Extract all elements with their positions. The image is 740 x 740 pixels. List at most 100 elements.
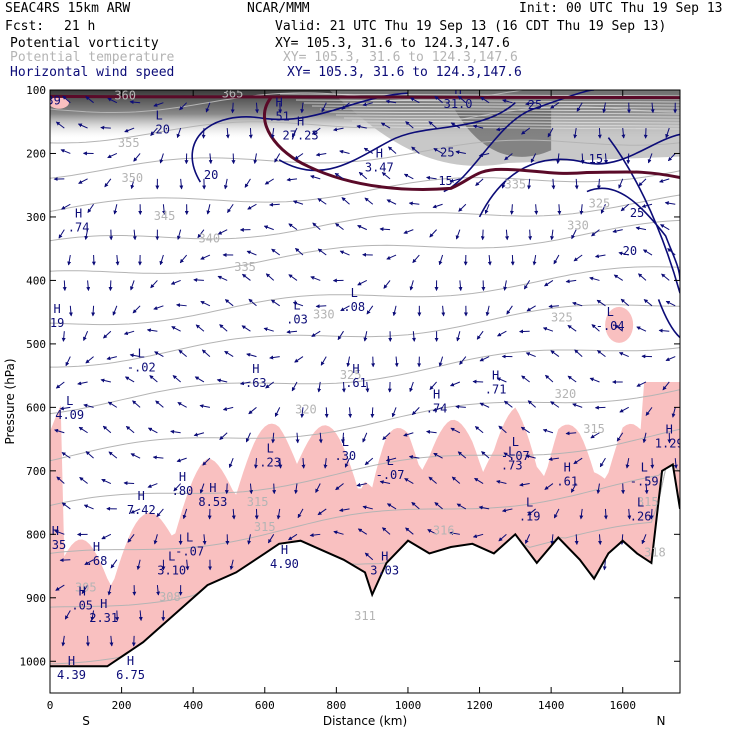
- wind-vector: [230, 102, 235, 114]
- wind-vector: [573, 128, 578, 139]
- wind-vector: [459, 356, 467, 365]
- pv-extremum-letter: H: [297, 115, 304, 129]
- theta-contour: [295, 99, 680, 103]
- wind-vector: [177, 402, 187, 408]
- pv-extremum-value: 3.47: [365, 160, 394, 174]
- theta-label: 325: [551, 311, 573, 325]
- wind-vector: [451, 476, 461, 484]
- wind-vector: [433, 148, 443, 154]
- theta-label: 315: [583, 422, 605, 436]
- wind-vector: [403, 432, 414, 437]
- wind-vector: [476, 330, 484, 340]
- wind-vector: [667, 153, 676, 162]
- wind-vector: [580, 153, 585, 165]
- wind-vector: [362, 505, 373, 510]
- wind-vector: [556, 153, 561, 165]
- theta-label: 325: [589, 196, 611, 210]
- wind-vector: [274, 407, 281, 417]
- wind-vector: [596, 483, 601, 495]
- wind-speed-contour: [607, 137, 680, 294]
- wind-vector: [247, 203, 257, 210]
- wind-vector: [227, 203, 234, 214]
- wind-vector: [523, 280, 531, 290]
- wind-vector: [357, 225, 367, 231]
- wind-vector: [286, 177, 298, 182]
- wind-vector: [295, 432, 300, 444]
- pv-extremum-value: -.07: [175, 544, 204, 558]
- pv-extremum-value: -.59: [630, 475, 659, 489]
- wind-vector: [219, 432, 228, 440]
- theta-label: 315: [254, 520, 276, 534]
- theta-label: 308: [159, 590, 181, 604]
- pv-extremum-letter: H: [79, 584, 86, 598]
- wind-vector: [153, 102, 164, 107]
- wind-vector: [642, 249, 653, 256]
- wind-vector: [455, 404, 466, 409]
- wind-vector: [363, 331, 368, 342]
- wind-vector: [642, 432, 647, 444]
- wind-vector: [433, 452, 443, 459]
- theta-label: 320: [295, 403, 317, 417]
- wind-vector: [603, 508, 608, 520]
- wind-vector: [176, 303, 187, 308]
- wind-vector: [599, 457, 606, 468]
- pv-extremum-letter: H: [275, 96, 282, 110]
- pv-extremum-letter: H: [381, 549, 388, 563]
- theta-contour: [50, 463, 680, 608]
- legend-theta-name: Potential temperature: [10, 50, 175, 65]
- wind-vector: [224, 350, 234, 358]
- wind-vector: [579, 204, 584, 215]
- wind-vector: [123, 330, 135, 336]
- wind-vector: [658, 328, 670, 333]
- wind-vector: [620, 298, 630, 307]
- pv-extremum-value: .35: [45, 538, 67, 552]
- wind-vector: [485, 305, 490, 317]
- y-tick-label: 800: [26, 528, 46, 541]
- wind-vector: [474, 477, 484, 484]
- wind-vector: [129, 353, 141, 358]
- wind-vector: [426, 175, 437, 180]
- wind-vector: [547, 127, 554, 138]
- pv-extremum-value: .20: [148, 122, 170, 136]
- wind-vector: [598, 534, 603, 545]
- wind-vector: [525, 454, 536, 459]
- init-time: Init: 00 UTC Thu 19 Sep 13: [519, 1, 723, 16]
- wind-vector: [570, 483, 577, 493]
- wind-vector: [270, 128, 275, 139]
- wind-vector: [294, 153, 304, 160]
- wind-vector: [107, 97, 118, 104]
- wind-vector: [104, 178, 112, 188]
- pv-extremum-letter: H: [454, 83, 461, 97]
- wind-vector: [619, 406, 629, 413]
- wind-vector: [150, 280, 158, 289]
- wind-vector: [278, 102, 283, 114]
- wind-vector: [636, 381, 647, 387]
- wind-vector: [130, 178, 135, 190]
- wind-vector: [364, 197, 374, 205]
- wind-vector: [267, 534, 275, 544]
- wind-vector: [434, 502, 443, 510]
- pv-extremum-value: .71: [485, 383, 507, 397]
- wind-vector: [567, 324, 577, 332]
- wind-vector: [202, 534, 207, 545]
- pv-extremum-value: 4.09: [55, 408, 84, 422]
- wind-speed-contour: [478, 133, 680, 218]
- wind-vector: [638, 178, 647, 187]
- pv-extremum-value: -.04: [596, 319, 625, 333]
- y-tick-label: 300: [26, 211, 46, 224]
- wind-vector: [323, 458, 328, 469]
- wind-vector: [112, 305, 118, 316]
- wind-vector: [310, 175, 321, 180]
- wind-vector: [383, 280, 391, 289]
- wind-speed-label: 15: [438, 174, 452, 188]
- pv-extremum-letter: H: [209, 481, 216, 495]
- theta-label: 330: [313, 308, 335, 322]
- wind-speed-contour: [586, 187, 680, 281]
- wind-vector: [265, 381, 275, 389]
- wind-vector: [472, 533, 484, 539]
- wind-vector: [408, 201, 420, 206]
- theta-contour: [343, 117, 680, 121]
- pv-extremum-letter: H: [179, 470, 186, 484]
- wind-speed-label: 20: [623, 244, 637, 258]
